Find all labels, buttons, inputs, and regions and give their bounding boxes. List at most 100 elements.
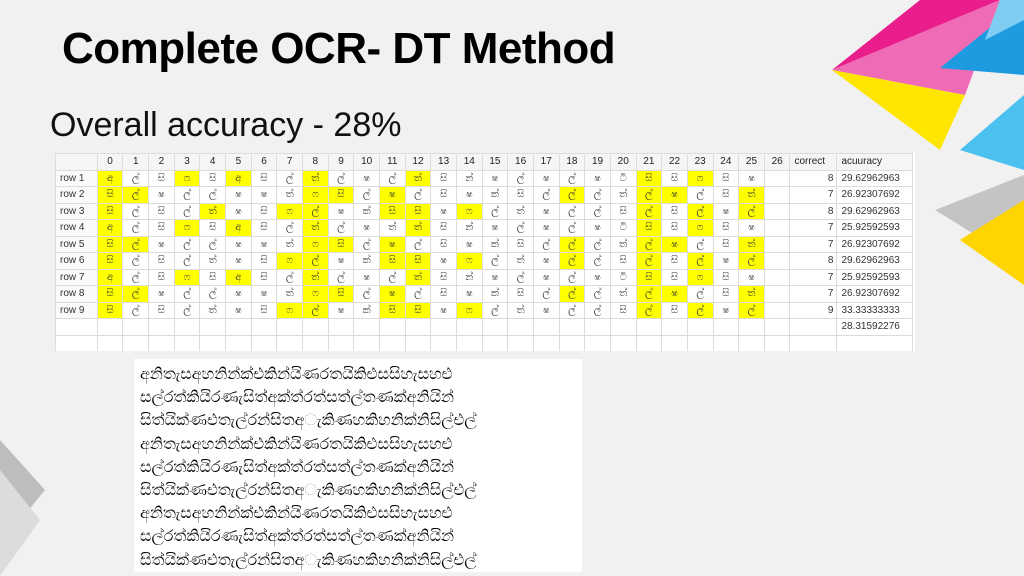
table-cell: ල්: [584, 252, 611, 270]
table-cell: සි: [148, 219, 175, 237]
table-cell: න්: [455, 268, 483, 286]
empty-cell: [789, 334, 838, 351]
table-cell: ත්: [609, 285, 637, 303]
table-cell: ත්: [199, 202, 227, 220]
deco-cyan-triangle: [960, 95, 1024, 170]
table-cell: ල්: [738, 202, 765, 220]
empty-cell: [481, 318, 509, 336]
column-header: 17: [532, 153, 560, 171]
table-cell: ෂ: [148, 235, 175, 253]
sinhala-text-line: සල්රත්කියිරණැසිත්අක්ත්රත්සත්ල්තණක්අනියින…: [140, 387, 454, 407]
table-cell: ෆ: [276, 301, 303, 319]
deco-lightblue-triangle: [985, 0, 1024, 40]
sinhala-text-line: අනිතැසඅහනින්ක්එකින්යිණරතයිකිළුසසිහැසහළු: [140, 503, 453, 523]
table-cell: ල්: [122, 252, 150, 270]
table-cell: ල්: [686, 202, 714, 220]
table-cell: ල්: [584, 285, 611, 303]
table-cell: ල්: [635, 301, 663, 319]
deco-pink-triangle: [832, 0, 1000, 95]
table-cell: ල්: [276, 268, 303, 286]
table-cell: ල්: [507, 219, 534, 237]
empty-cell: [148, 318, 175, 336]
table-cell: සි: [661, 268, 688, 286]
table-cell: ල්: [173, 186, 201, 204]
table-cell: [763, 301, 791, 319]
empty-cell: [635, 334, 663, 351]
table-cell: ල්: [173, 252, 201, 270]
correct-count-cell: 7: [789, 235, 838, 253]
table-cell: සි: [404, 202, 432, 220]
table-cell: ල්: [686, 301, 714, 319]
empty-cell: [225, 334, 252, 351]
table-cell: ල්: [173, 285, 201, 303]
table-cell: ෆ: [173, 169, 201, 187]
table-cell: ෆ: [455, 301, 483, 319]
table-cell: සි: [712, 235, 740, 253]
column-header: 0: [96, 153, 124, 171]
table-cell: සි: [635, 268, 663, 286]
table-cell: ල්: [532, 285, 560, 303]
table-cell: සි: [199, 268, 227, 286]
table-cell: සි: [507, 235, 534, 253]
deco-grey-triangle-left: [0, 440, 45, 545]
table-cell: ෆ: [686, 268, 714, 286]
empty-cell: [378, 334, 406, 351]
table-cell: ල්: [558, 235, 586, 253]
column-header: 19: [584, 153, 611, 171]
empty-cell: [276, 318, 303, 336]
table-cell: සි: [404, 252, 432, 270]
deco-grey-triangle-right: [935, 175, 1024, 265]
column-header: 26: [763, 153, 791, 171]
column-header: 20: [609, 153, 637, 171]
sinhala-text-line: සල්රත්කියිරණැසිත්අක්ත්රත්සත්ල්තණක්අනියින…: [140, 456, 454, 476]
sinhala-text-line: අනිතැසඅහනින්ක්එකින්යිණරතයිකිළුසසිහැසහළු: [140, 364, 453, 383]
table-cell: ල්: [122, 219, 150, 237]
column-header: 23: [686, 153, 714, 171]
table-cell: ෆ: [455, 252, 483, 270]
empty-cell: [276, 334, 303, 351]
column-header: 18: [558, 153, 586, 171]
correct-count-cell: 7: [789, 219, 838, 237]
empty-cell: [686, 318, 714, 336]
empty-cell: [378, 318, 406, 336]
table-cell: ල්: [558, 219, 586, 237]
table-cell: ෂ: [455, 285, 483, 303]
table-cell: සි: [430, 219, 457, 237]
column-header: [55, 153, 98, 171]
table-cell: ල්: [738, 301, 765, 319]
table-cell: අ: [225, 219, 252, 237]
table-row: row 7 අ ල් සි ෆ සි අ සි ල් ත් ල් ෂ ල් ත් සි න් ෂ ල් ෂ ල් ෂ ටි…: [55, 268, 913, 286]
table-cell: සි: [430, 235, 457, 253]
sinhala-text-line: සිත්යික්ණඑතැල්රන්සිතඅැකිණහකිහනික්නිසිල්එ…: [140, 410, 477, 430]
table-cell: ත්: [199, 301, 227, 319]
column-header: correct: [789, 153, 838, 171]
table-cell: ෂ: [353, 268, 380, 286]
table-cell: ල්: [532, 186, 560, 204]
table-cell: ෆ: [455, 202, 483, 220]
table-cell: ල්: [122, 169, 150, 187]
table-cell: ත්: [302, 268, 329, 286]
table-cell: සි: [250, 301, 278, 319]
empty-cell: [738, 334, 765, 351]
table-cell: ක්: [481, 186, 509, 204]
row-label: row 1: [55, 169, 98, 187]
table-cell: ෂ: [455, 235, 483, 253]
empty-cell: [404, 334, 432, 351]
table-cell: ෂ: [481, 219, 509, 237]
table-cell: ල්: [122, 186, 150, 204]
table-cell: ල්: [481, 301, 509, 319]
table-cell: සි: [96, 202, 124, 220]
table-cell: ල්: [122, 301, 150, 319]
table-cell: [763, 235, 791, 253]
table-cell: ත්: [609, 235, 637, 253]
correct-count-cell: 7: [789, 285, 838, 303]
column-header: 25: [738, 153, 765, 171]
table-cell: සි: [712, 169, 740, 187]
table-cell: ක්: [353, 202, 380, 220]
row-label: row 7: [55, 268, 98, 286]
empty-cell: [55, 334, 98, 351]
empty-cell: [609, 318, 637, 336]
empty-cell: [584, 318, 611, 336]
empty-cell: [738, 318, 765, 336]
table-cell: ෆ: [302, 235, 329, 253]
